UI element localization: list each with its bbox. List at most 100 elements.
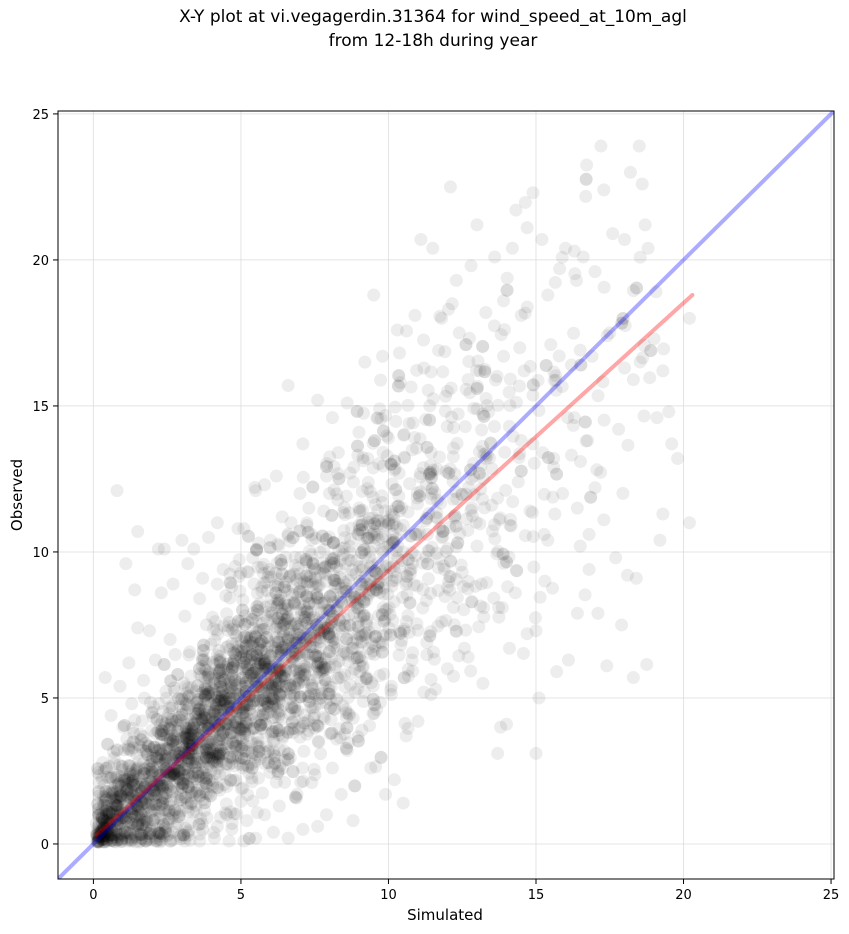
data-point	[210, 516, 224, 530]
data-point	[193, 729, 207, 743]
data-point	[238, 630, 252, 644]
data-point	[214, 729, 228, 743]
data-point	[225, 705, 239, 719]
data-point	[245, 748, 259, 762]
data-point	[249, 737, 263, 751]
data-point	[250, 739, 264, 753]
data-point	[305, 533, 319, 547]
data-point	[211, 781, 225, 795]
data-point	[102, 759, 116, 773]
data-point	[275, 640, 289, 654]
data-point	[320, 603, 334, 617]
data-point	[218, 688, 232, 702]
data-point	[410, 363, 424, 377]
x-tick-label: 10	[380, 888, 397, 903]
data-point	[189, 765, 203, 779]
data-point	[401, 609, 415, 623]
data-point	[246, 694, 260, 708]
data-point	[528, 611, 542, 625]
data-point	[426, 241, 440, 255]
data-point	[182, 742, 196, 756]
data-point	[134, 810, 148, 824]
data-point	[300, 516, 314, 530]
data-point	[208, 767, 222, 781]
data-point	[488, 532, 502, 546]
data-point	[186, 748, 200, 762]
data-point	[288, 558, 302, 572]
data-point	[173, 808, 187, 822]
data-point	[110, 791, 124, 805]
data-point	[511, 475, 525, 489]
data-point	[238, 617, 252, 631]
data-point	[180, 758, 194, 772]
data-point	[422, 467, 436, 481]
data-point	[126, 772, 140, 786]
data-point	[122, 743, 136, 757]
data-point	[467, 469, 481, 483]
data-point	[96, 811, 110, 825]
data-point	[213, 674, 227, 688]
data-point	[118, 772, 132, 786]
data-point	[240, 639, 254, 653]
data-point	[420, 511, 434, 525]
data-point	[370, 513, 384, 527]
data-point	[168, 738, 182, 752]
data-point	[266, 744, 280, 758]
data-point	[163, 701, 177, 715]
data-point	[367, 526, 381, 540]
data-point	[115, 835, 129, 849]
data-point	[166, 754, 180, 768]
data-point	[371, 411, 385, 425]
data-point	[207, 755, 221, 769]
data-point	[564, 358, 578, 372]
data-point	[413, 467, 427, 481]
chart-title-line-2: from 12-18h during year	[328, 31, 538, 51]
data-point	[490, 547, 504, 561]
data-point	[307, 762, 321, 776]
data-point	[220, 712, 234, 726]
data-point	[337, 585, 351, 599]
data-point	[211, 708, 225, 722]
data-point	[223, 685, 237, 699]
data-point	[289, 663, 303, 677]
data-point	[181, 725, 195, 739]
data-point	[281, 378, 295, 392]
data-point	[430, 511, 444, 525]
data-point	[219, 757, 233, 771]
data-point	[340, 396, 354, 410]
data-point	[442, 575, 456, 589]
data-point	[366, 490, 380, 504]
data-point	[286, 726, 300, 740]
data-point	[206, 655, 220, 669]
data-point	[309, 688, 323, 702]
data-point	[289, 791, 303, 805]
data-point	[195, 659, 209, 673]
data-point	[172, 770, 186, 784]
data-point	[381, 431, 395, 445]
data-point	[296, 470, 310, 484]
data-point	[250, 586, 264, 600]
data-point	[258, 707, 272, 721]
data-point	[287, 596, 301, 610]
data-point	[588, 481, 602, 495]
data-point	[111, 817, 125, 831]
data-point	[339, 703, 353, 717]
data-point	[502, 641, 516, 655]
data-point	[109, 790, 123, 804]
data-point	[126, 769, 140, 783]
data-point	[109, 771, 123, 785]
data-point	[213, 653, 227, 667]
data-point	[168, 803, 182, 817]
data-point	[211, 739, 225, 753]
data-point	[284, 681, 298, 695]
data-point	[338, 668, 352, 682]
data-point	[124, 791, 138, 805]
data-point	[459, 487, 473, 501]
data-point	[342, 707, 356, 721]
data-point	[383, 561, 397, 575]
data-point	[272, 743, 286, 757]
data-point	[533, 590, 547, 604]
data-point	[277, 744, 291, 758]
data-point	[368, 640, 382, 654]
data-point	[90, 825, 104, 839]
